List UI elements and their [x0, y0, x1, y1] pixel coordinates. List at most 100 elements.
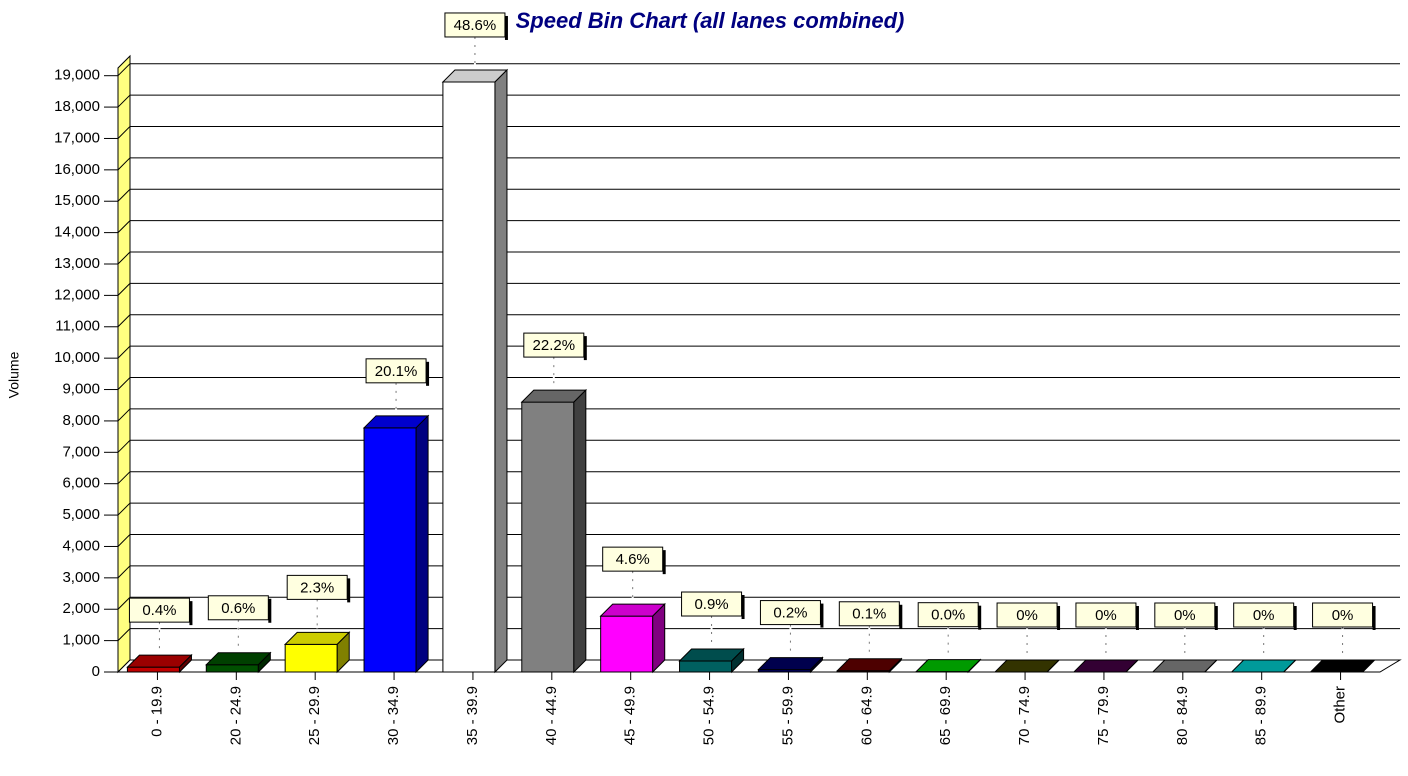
data-label-text: 4.6% — [616, 551, 650, 568]
x-tick-label: 60 - 64.9 — [858, 686, 875, 745]
data-label-text: 0% — [1253, 607, 1275, 624]
data-label: 0.6% — [208, 596, 271, 623]
data-label: 0% — [1155, 603, 1218, 630]
data-label: 48.6% — [445, 13, 508, 40]
data-label: 2.3% — [287, 575, 350, 602]
data-label-text: 48.6% — [454, 17, 497, 34]
x-tick-label: 55 - 59.9 — [779, 686, 796, 745]
data-label: 0.2% — [760, 601, 823, 628]
bar — [443, 82, 495, 672]
data-label-shadow — [426, 362, 429, 386]
grid-line — [118, 252, 1400, 264]
grid-line — [118, 346, 1400, 358]
grid-line — [118, 378, 1400, 390]
y-tick-label: 19,000 — [54, 67, 100, 84]
data-label-text: 0.6% — [221, 600, 255, 617]
y-tick-label: 15,000 — [54, 192, 100, 209]
y-tick-label: 9,000 — [62, 381, 100, 398]
grid-line — [118, 315, 1400, 327]
data-label-shadow — [742, 595, 745, 619]
bar — [680, 661, 732, 672]
y-tick-label: 10,000 — [54, 349, 100, 366]
grid-line — [118, 440, 1400, 452]
bar — [127, 667, 179, 672]
y-tick-label: 2,000 — [62, 600, 100, 617]
data-label-shadow — [268, 599, 271, 623]
bar-side — [495, 70, 507, 672]
data-label: 0% — [997, 603, 1060, 630]
data-label-text: 20.1% — [375, 363, 418, 380]
data-label-shadow — [505, 16, 508, 40]
data-label-text: 0% — [1332, 607, 1354, 624]
x-tick-label: 65 - 69.9 — [937, 686, 954, 745]
x-tick-label: 20 - 24.9 — [227, 686, 244, 745]
data-label: 22.2% — [524, 333, 587, 360]
data-label-shadow — [1215, 606, 1218, 630]
grid-line — [118, 158, 1400, 170]
grid-line — [118, 503, 1400, 515]
y-tick-label: 6,000 — [62, 475, 100, 492]
data-label-shadow — [899, 605, 902, 629]
data-label-shadow — [189, 601, 192, 625]
data-label-text: 2.3% — [300, 579, 334, 596]
data-label-text: 0.1% — [852, 606, 886, 623]
y-tick-label: 8,000 — [62, 412, 100, 429]
data-label-shadow — [663, 550, 666, 574]
grid-line — [118, 95, 1400, 107]
x-tick-label: 40 - 44.9 — [543, 686, 560, 745]
data-label-shadow — [978, 606, 981, 630]
bar-side — [574, 390, 586, 672]
data-label: 0% — [1313, 603, 1376, 630]
y-tick-label: 13,000 — [54, 255, 100, 272]
grid-line — [118, 126, 1400, 138]
grid-line — [118, 283, 1400, 295]
x-tick-label: 80 - 84.9 — [1174, 686, 1191, 745]
bar-side — [416, 416, 428, 672]
chart-title: Speed Bin Chart (all lanes combined) — [516, 8, 905, 33]
y-tick-label: 12,000 — [54, 286, 100, 303]
grid-line — [118, 64, 1400, 76]
y-tick-label: 11,000 — [55, 318, 100, 335]
data-label: 0.1% — [839, 602, 902, 629]
bar — [522, 402, 574, 672]
y-tick-label: 0 — [92, 663, 100, 680]
y-tick-label: 16,000 — [54, 161, 100, 178]
y-tick-label: 1,000 — [62, 632, 100, 649]
data-label: 20.1% — [366, 359, 429, 386]
data-label-text: 0.2% — [773, 605, 807, 622]
data-label: 0.4% — [129, 598, 192, 625]
y-tick-label: 4,000 — [62, 537, 100, 554]
y-tick-label: 18,000 — [54, 98, 100, 115]
y-tick-label: 7,000 — [62, 443, 100, 460]
bar — [206, 665, 258, 672]
bar — [364, 428, 416, 672]
grid-line — [118, 409, 1400, 421]
x-tick-label: 35 - 39.9 — [464, 686, 481, 745]
data-label-text: 0.4% — [142, 602, 176, 619]
x-tick-label: Other — [1332, 686, 1349, 724]
data-label-shadow — [347, 578, 350, 602]
x-tick-label: 70 - 74.9 — [1016, 686, 1033, 745]
x-tick-label: 45 - 49.9 — [622, 686, 639, 745]
x-tick-label: 25 - 29.9 — [306, 686, 323, 745]
x-tick-label: 50 - 54.9 — [701, 686, 718, 745]
data-label-text: 22.2% — [533, 337, 576, 354]
data-label: 0% — [1234, 603, 1297, 630]
data-label-text: 0.0% — [931, 607, 965, 624]
grid-line — [118, 189, 1400, 201]
data-label-text: 0% — [1016, 607, 1038, 624]
data-label: 0% — [1076, 603, 1139, 630]
x-tick-label: 30 - 34.9 — [385, 686, 402, 745]
grid-line — [118, 221, 1400, 233]
y-axis-label: Volume — [6, 351, 22, 398]
x-tick-label: 85 - 89.9 — [1253, 686, 1270, 745]
bar-side — [653, 604, 665, 672]
data-label-text: 0% — [1095, 607, 1117, 624]
x-tick-label: 0 - 19.9 — [148, 686, 165, 737]
y-tick-label: 17,000 — [54, 129, 100, 146]
data-label-text: 0.9% — [694, 596, 728, 613]
data-label-shadow — [1057, 606, 1060, 630]
data-label-text: 0% — [1174, 607, 1196, 624]
